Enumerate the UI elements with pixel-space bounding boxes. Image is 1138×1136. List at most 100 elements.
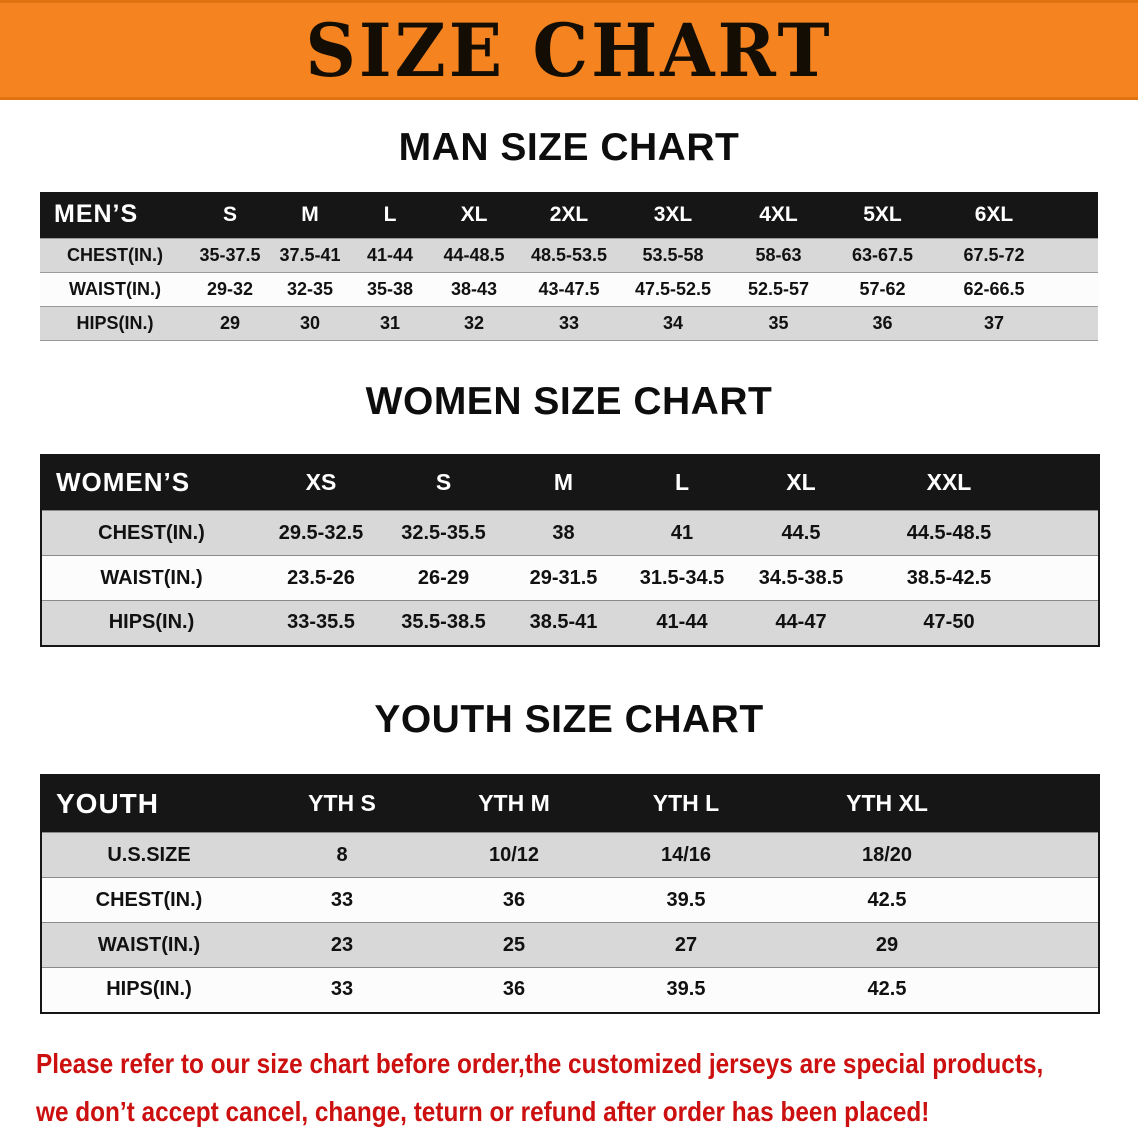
row-label: WAIST(IN.) — [97, 933, 201, 956]
size-column-header: L — [350, 192, 430, 238]
size-cell: 37.5-41 — [279, 244, 341, 265]
size-column-header: YTH L — [600, 774, 772, 833]
size-cell: 29 — [875, 933, 899, 956]
size-cell: 14/16 — [660, 843, 712, 866]
size-cell: 33 — [558, 312, 580, 333]
spacer-cell — [1054, 238, 1098, 272]
size-cell: 44-48.5 — [443, 244, 505, 265]
youth-header-row: YOUTH YTH S YTH M YTH L YTH XL — [41, 774, 1099, 833]
size-cell: 44.5-48.5 — [906, 521, 992, 544]
row-label: U.S.SIZE — [107, 843, 191, 866]
size-cell: 33 — [330, 888, 354, 911]
men-table-title: MEN’S — [40, 192, 190, 238]
size-cell: 29.5-32.5 — [278, 521, 364, 544]
row-label: WAIST(IN.) — [69, 278, 161, 299]
women-waist-row: WAIST(IN.) 23.5-26 26-29 29-31.5 31.5-34… — [41, 555, 1099, 601]
page-title: SIZE CHART — [305, 6, 833, 94]
size-cell: 31.5-34.5 — [639, 566, 725, 589]
size-cell: 42.5 — [867, 978, 907, 1001]
size-cell: 29-31.5 — [529, 566, 598, 589]
size-cell: 27 — [674, 933, 698, 956]
size-column-header: YTH XL — [772, 774, 1002, 833]
size-cell: 33-35.5 — [287, 611, 355, 634]
size-cell: 33 — [330, 978, 354, 1001]
spacer-cell — [1039, 601, 1099, 646]
size-cell: 32 — [463, 312, 485, 333]
size-cell: 52.5-57 — [747, 278, 810, 299]
size-cell: 35 — [768, 312, 789, 333]
men-chest-row: CHEST(IN.) 35-37.5 37.5-41 41-44 44-48.5… — [40, 238, 1098, 272]
spacer-cell — [1054, 306, 1098, 340]
spacer-cell — [1002, 774, 1099, 833]
women-size-table: WOMEN’S XS S M L XL XXL CHEST(IN.) 29.5-… — [40, 453, 1100, 647]
size-cell: 38.5-42.5 — [906, 566, 992, 589]
size-column-header: 3XL — [620, 192, 726, 238]
size-column-header: 5XL — [831, 192, 934, 238]
size-cell: 63-67.5 — [851, 244, 914, 265]
size-column-header: XS — [261, 454, 381, 511]
size-cell: 35.5-38.5 — [401, 611, 486, 634]
row-label: CHEST(IN.) — [95, 888, 203, 911]
youth-waist-row: WAIST(IN.) 23 25 27 29 — [41, 922, 1099, 968]
size-cell: 30 — [299, 312, 321, 333]
size-cell: 23 — [330, 933, 354, 956]
row-label: HIPS(IN.) — [108, 611, 195, 634]
notice-line-1: Please refer to our size chart before or… — [36, 1047, 1044, 1079]
size-cell: 39.5 — [666, 978, 706, 1001]
size-cell: 25 — [502, 933, 526, 956]
notice-line-2: we don’t accept cancel, change, teturn o… — [36, 1095, 930, 1127]
row-label: WAIST(IN.) — [100, 566, 203, 589]
size-cell: 62-66.5 — [963, 278, 1025, 299]
size-cell: 43-47.5 — [538, 278, 600, 299]
men-size-table: MEN’S S M L XL 2XL 3XL 4XL 5XL 6XL CHEST… — [40, 192, 1098, 341]
women-chest-row: CHEST(IN.) 29.5-32.5 32.5-35.5 38 41 44.… — [41, 510, 1099, 556]
size-column-header: 4XL — [726, 192, 831, 238]
size-cell: 31 — [379, 312, 401, 333]
spacer-cell — [1039, 511, 1099, 556]
size-cell: 42.5 — [867, 888, 907, 911]
size-cell: 37 — [983, 312, 1005, 333]
men-hips-row: HIPS(IN.) 29 30 31 32 33 34 35 36 37 — [40, 306, 1098, 340]
size-cell: 26-29 — [417, 566, 470, 589]
size-cell: 57-62 — [859, 278, 906, 299]
size-cell: 38 — [552, 521, 575, 544]
size-column-header: M — [506, 454, 621, 511]
men-header-row: MEN’S S M L XL 2XL 3XL 4XL 5XL 6XL — [40, 192, 1098, 238]
size-cell: 32.5-35.5 — [401, 521, 486, 544]
women-header-row: WOMEN’S XS S M L XL XXL — [41, 454, 1099, 511]
size-cell: 48.5-53.5 — [530, 244, 608, 265]
size-cell: 29-32 — [206, 278, 254, 299]
youth-table-title: YOUTH — [41, 774, 256, 833]
size-column-header: XXL — [859, 454, 1039, 511]
women-hips-row: HIPS(IN.) 33-35.5 35.5-38.5 38.5-41 41-4… — [41, 600, 1099, 646]
spacer-cell — [1002, 833, 1099, 878]
size-cell: 35-37.5 — [199, 244, 261, 265]
size-cell: 32-35 — [286, 278, 334, 299]
row-label: CHEST(IN.) — [67, 244, 163, 265]
row-label: HIPS(IN.) — [106, 978, 192, 1001]
size-column-header: M — [270, 192, 350, 238]
size-column-header: S — [381, 454, 506, 511]
spacer-cell — [1002, 968, 1099, 1013]
spacer-cell — [1039, 454, 1099, 511]
women-section-heading: WOMEN SIZE CHART — [365, 379, 773, 423]
size-cell: 39.5 — [666, 888, 706, 911]
size-cell: 41 — [670, 521, 694, 544]
size-cell: 47.5-52.5 — [634, 278, 712, 299]
size-cell: 10/12 — [488, 843, 540, 866]
order-notice: Please refer to our size chart before or… — [36, 1040, 1138, 1136]
size-cell: 53.5-58 — [642, 244, 704, 265]
banner: SIZE CHART — [0, 0, 1138, 100]
spacer-cell — [1054, 272, 1098, 306]
size-cell: 36 — [502, 978, 526, 1001]
youth-size-table: YOUTH YTH S YTH M YTH L YTH XL U.S.SIZE … — [40, 773, 1100, 1014]
men-section-heading: MAN SIZE CHART — [398, 126, 740, 169]
size-column-header: 2XL — [518, 192, 620, 238]
row-label: HIPS(IN.) — [76, 312, 154, 333]
youth-hips-row: HIPS(IN.) 33 36 39.5 42.5 — [41, 967, 1099, 1013]
row-label: CHEST(IN.) — [98, 521, 205, 544]
size-cell: 36 — [872, 312, 893, 333]
size-cell: 44-47 — [775, 611, 827, 634]
women-table-title: WOMEN’S — [41, 454, 261, 511]
